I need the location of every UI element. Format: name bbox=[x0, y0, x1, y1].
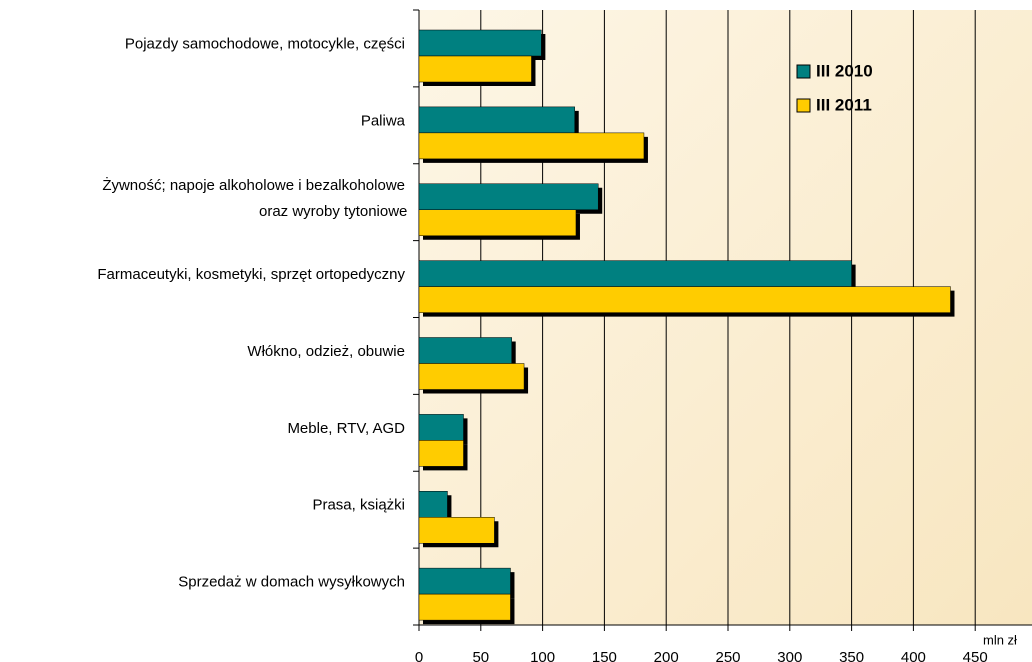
bar bbox=[418, 440, 464, 467]
legend-text: III 2011 bbox=[816, 95, 872, 114]
x-tick-label: 250 bbox=[715, 649, 740, 662]
bar bbox=[418, 337, 512, 364]
x-tick-label: 300 bbox=[777, 649, 802, 662]
bar bbox=[418, 567, 511, 595]
bar bbox=[418, 286, 951, 313]
bar bbox=[418, 132, 645, 160]
bar bbox=[418, 414, 464, 441]
x-tick-label: 450 bbox=[963, 649, 988, 662]
y-tick-label: Żywność; napoje alkoholowe i bezalkoholo… bbox=[102, 176, 407, 220]
bar bbox=[418, 517, 495, 544]
bar bbox=[418, 260, 852, 287]
bar bbox=[418, 55, 532, 83]
y-tick-label: Prasa, książki bbox=[312, 497, 405, 514]
bar bbox=[418, 491, 448, 518]
bar bbox=[418, 209, 577, 236]
plot-area bbox=[419, 10, 1032, 625]
legend-text: III 2010 bbox=[816, 61, 873, 80]
y-tick-label: Farmaceutyki, kosmetyki, sprzęt ortopedy… bbox=[97, 266, 405, 283]
bar bbox=[418, 29, 542, 57]
x-tick-label: 100 bbox=[530, 649, 555, 662]
x-tick-label: 350 bbox=[839, 649, 864, 662]
y-tick-label: Pojazdy samochodowe, motocykle, części bbox=[125, 35, 405, 52]
x-tick-label: 400 bbox=[901, 649, 926, 662]
legend-swatch bbox=[796, 98, 811, 113]
bar bbox=[418, 363, 525, 390]
bar bbox=[418, 106, 575, 134]
bar bbox=[418, 183, 599, 210]
y-tick-label: Meble, RTV, AGD bbox=[287, 420, 405, 437]
x-tick-label: 50 bbox=[472, 649, 489, 662]
y-tick-label: Sprzedaż w domach wysyłkowych bbox=[178, 574, 405, 591]
x-tick-label: 0 bbox=[415, 649, 423, 662]
legend-swatch bbox=[796, 64, 811, 79]
y-tick-label: Włókno, odzież, obuwie bbox=[247, 343, 405, 360]
x-axis-label: mln zł bbox=[983, 632, 1017, 647]
y-tick-label: Paliwa bbox=[361, 112, 406, 129]
x-tick-label: 150 bbox=[592, 649, 617, 662]
bar bbox=[418, 593, 511, 621]
x-tick-label: 200 bbox=[654, 649, 679, 662]
